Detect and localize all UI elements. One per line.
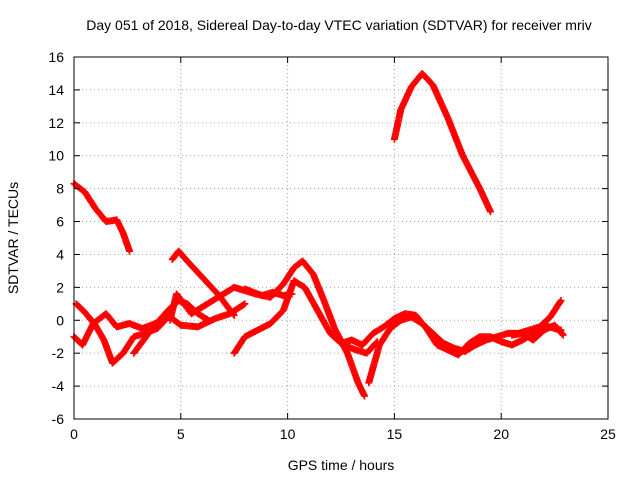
- y-tick-label: 6: [56, 214, 64, 230]
- y-tick-label: 14: [48, 82, 64, 98]
- chart-title: Day 051 of 2018, Sidereal Day-to-day VTE…: [86, 17, 591, 33]
- data-series: [70, 69, 567, 400]
- data-point: [556, 298, 564, 306]
- y-tick-label: 8: [56, 181, 64, 197]
- x-tick-label: 0: [70, 426, 78, 442]
- series-track-12: [241, 285, 296, 300]
- data-point: [487, 208, 495, 216]
- x-axis-label: GPS time / hours: [288, 457, 395, 473]
- data-point: [240, 301, 248, 309]
- y-axis-label: SDTVAR / TECUs: [5, 182, 21, 294]
- series-track-1: [70, 180, 134, 255]
- y-tick-label: 12: [48, 115, 64, 131]
- y-tick-label: 4: [56, 246, 64, 262]
- x-tick-label: 20: [493, 426, 509, 442]
- series-track-8: [130, 297, 213, 357]
- y-tick-label: 16: [48, 49, 64, 65]
- data-point: [558, 330, 566, 338]
- data-point: [203, 315, 211, 323]
- axis-ticks: 0 5 10 15 20 25 -6 -4 -2 0 2 4 6 8 10 12 14 16: [48, 49, 616, 442]
- data-point: [360, 392, 368, 400]
- x-tick-label: 25: [600, 426, 616, 442]
- y-tick-label: -6: [52, 411, 65, 427]
- data-point: [205, 316, 213, 324]
- x-tick-label: 10: [280, 426, 296, 442]
- y-tick-label: 0: [56, 312, 64, 328]
- data-point: [241, 300, 249, 308]
- data-point: [288, 290, 296, 298]
- plot-frame: [73, 56, 609, 420]
- y-tick-label: -2: [52, 345, 65, 361]
- x-tick-label: 5: [177, 426, 185, 442]
- data-point: [557, 297, 565, 305]
- series-track-2: [390, 69, 495, 216]
- y-tick-label: -4: [52, 378, 65, 394]
- y-tick-label: 2: [56, 279, 64, 295]
- data-point: [126, 247, 134, 255]
- data-point: [559, 331, 567, 339]
- x-tick-label: 15: [387, 426, 403, 442]
- series-track-11: [508, 321, 567, 344]
- y-tick-label: 10: [48, 148, 64, 164]
